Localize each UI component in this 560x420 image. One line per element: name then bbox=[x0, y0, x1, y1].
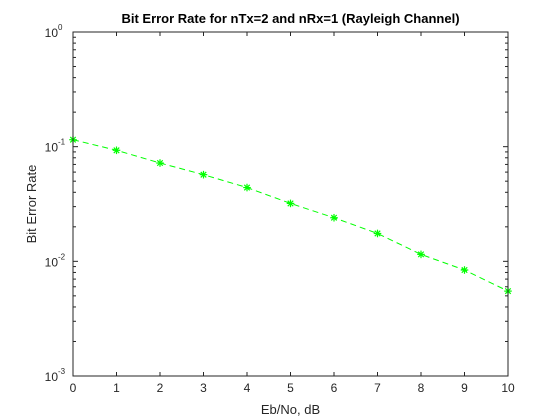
x-axis-label: Eb/No, dB bbox=[261, 402, 320, 417]
y-tick-exponent: -1 bbox=[58, 138, 66, 147]
x-tick-label: 1 bbox=[113, 381, 120, 395]
series-line bbox=[72, 139, 509, 292]
chart-title: Bit Error Rate for nTx=2 and nRx=1 (Rayl… bbox=[121, 11, 459, 26]
x-tick-label: 6 bbox=[331, 381, 338, 395]
data-point-marker bbox=[112, 146, 121, 155]
y-axis-label: Bit Error Rate bbox=[24, 165, 39, 244]
x-tick-label: 4 bbox=[244, 381, 251, 395]
x-axis-ticks: 0 1 2 3 4 5 6 7 8 9 10 bbox=[70, 32, 515, 395]
data-point-marker bbox=[286, 199, 295, 208]
y-tick-exponent: 0 bbox=[58, 23, 63, 32]
x-tick-label: 2 bbox=[157, 381, 164, 395]
data-point-marker bbox=[460, 266, 469, 274]
y-tick-exponent: -2 bbox=[58, 252, 66, 261]
x-tick-label: 9 bbox=[461, 381, 468, 395]
x-tick-label: 8 bbox=[418, 381, 425, 395]
x-tick-label: 10 bbox=[501, 381, 515, 395]
series-layer bbox=[69, 135, 512, 295]
data-point-marker bbox=[199, 170, 208, 179]
data-point-marker bbox=[330, 213, 338, 222]
data-point-marker bbox=[243, 183, 251, 192]
data-point-marker bbox=[156, 159, 164, 167]
y-tick-label: 10 bbox=[45, 370, 59, 384]
y-tick-label: 10 bbox=[45, 255, 59, 269]
y-tick-base: 10 bbox=[45, 26, 59, 40]
data-point-marker bbox=[417, 250, 425, 259]
y-tick-exponent: -3 bbox=[58, 367, 66, 376]
x-tick-label: 7 bbox=[374, 381, 381, 395]
y-tick-label: 10 bbox=[45, 141, 59, 155]
data-point-marker bbox=[373, 229, 382, 238]
y-tick-label: 10 bbox=[45, 26, 59, 40]
y-tick-base: 10 bbox=[45, 141, 59, 155]
y-tick-base: 10 bbox=[45, 255, 59, 269]
x-tick-label: 0 bbox=[70, 381, 77, 395]
x-tick-label: 5 bbox=[287, 381, 294, 395]
x-tick-label: 3 bbox=[200, 381, 207, 395]
y-tick-base: 10 bbox=[45, 370, 59, 384]
